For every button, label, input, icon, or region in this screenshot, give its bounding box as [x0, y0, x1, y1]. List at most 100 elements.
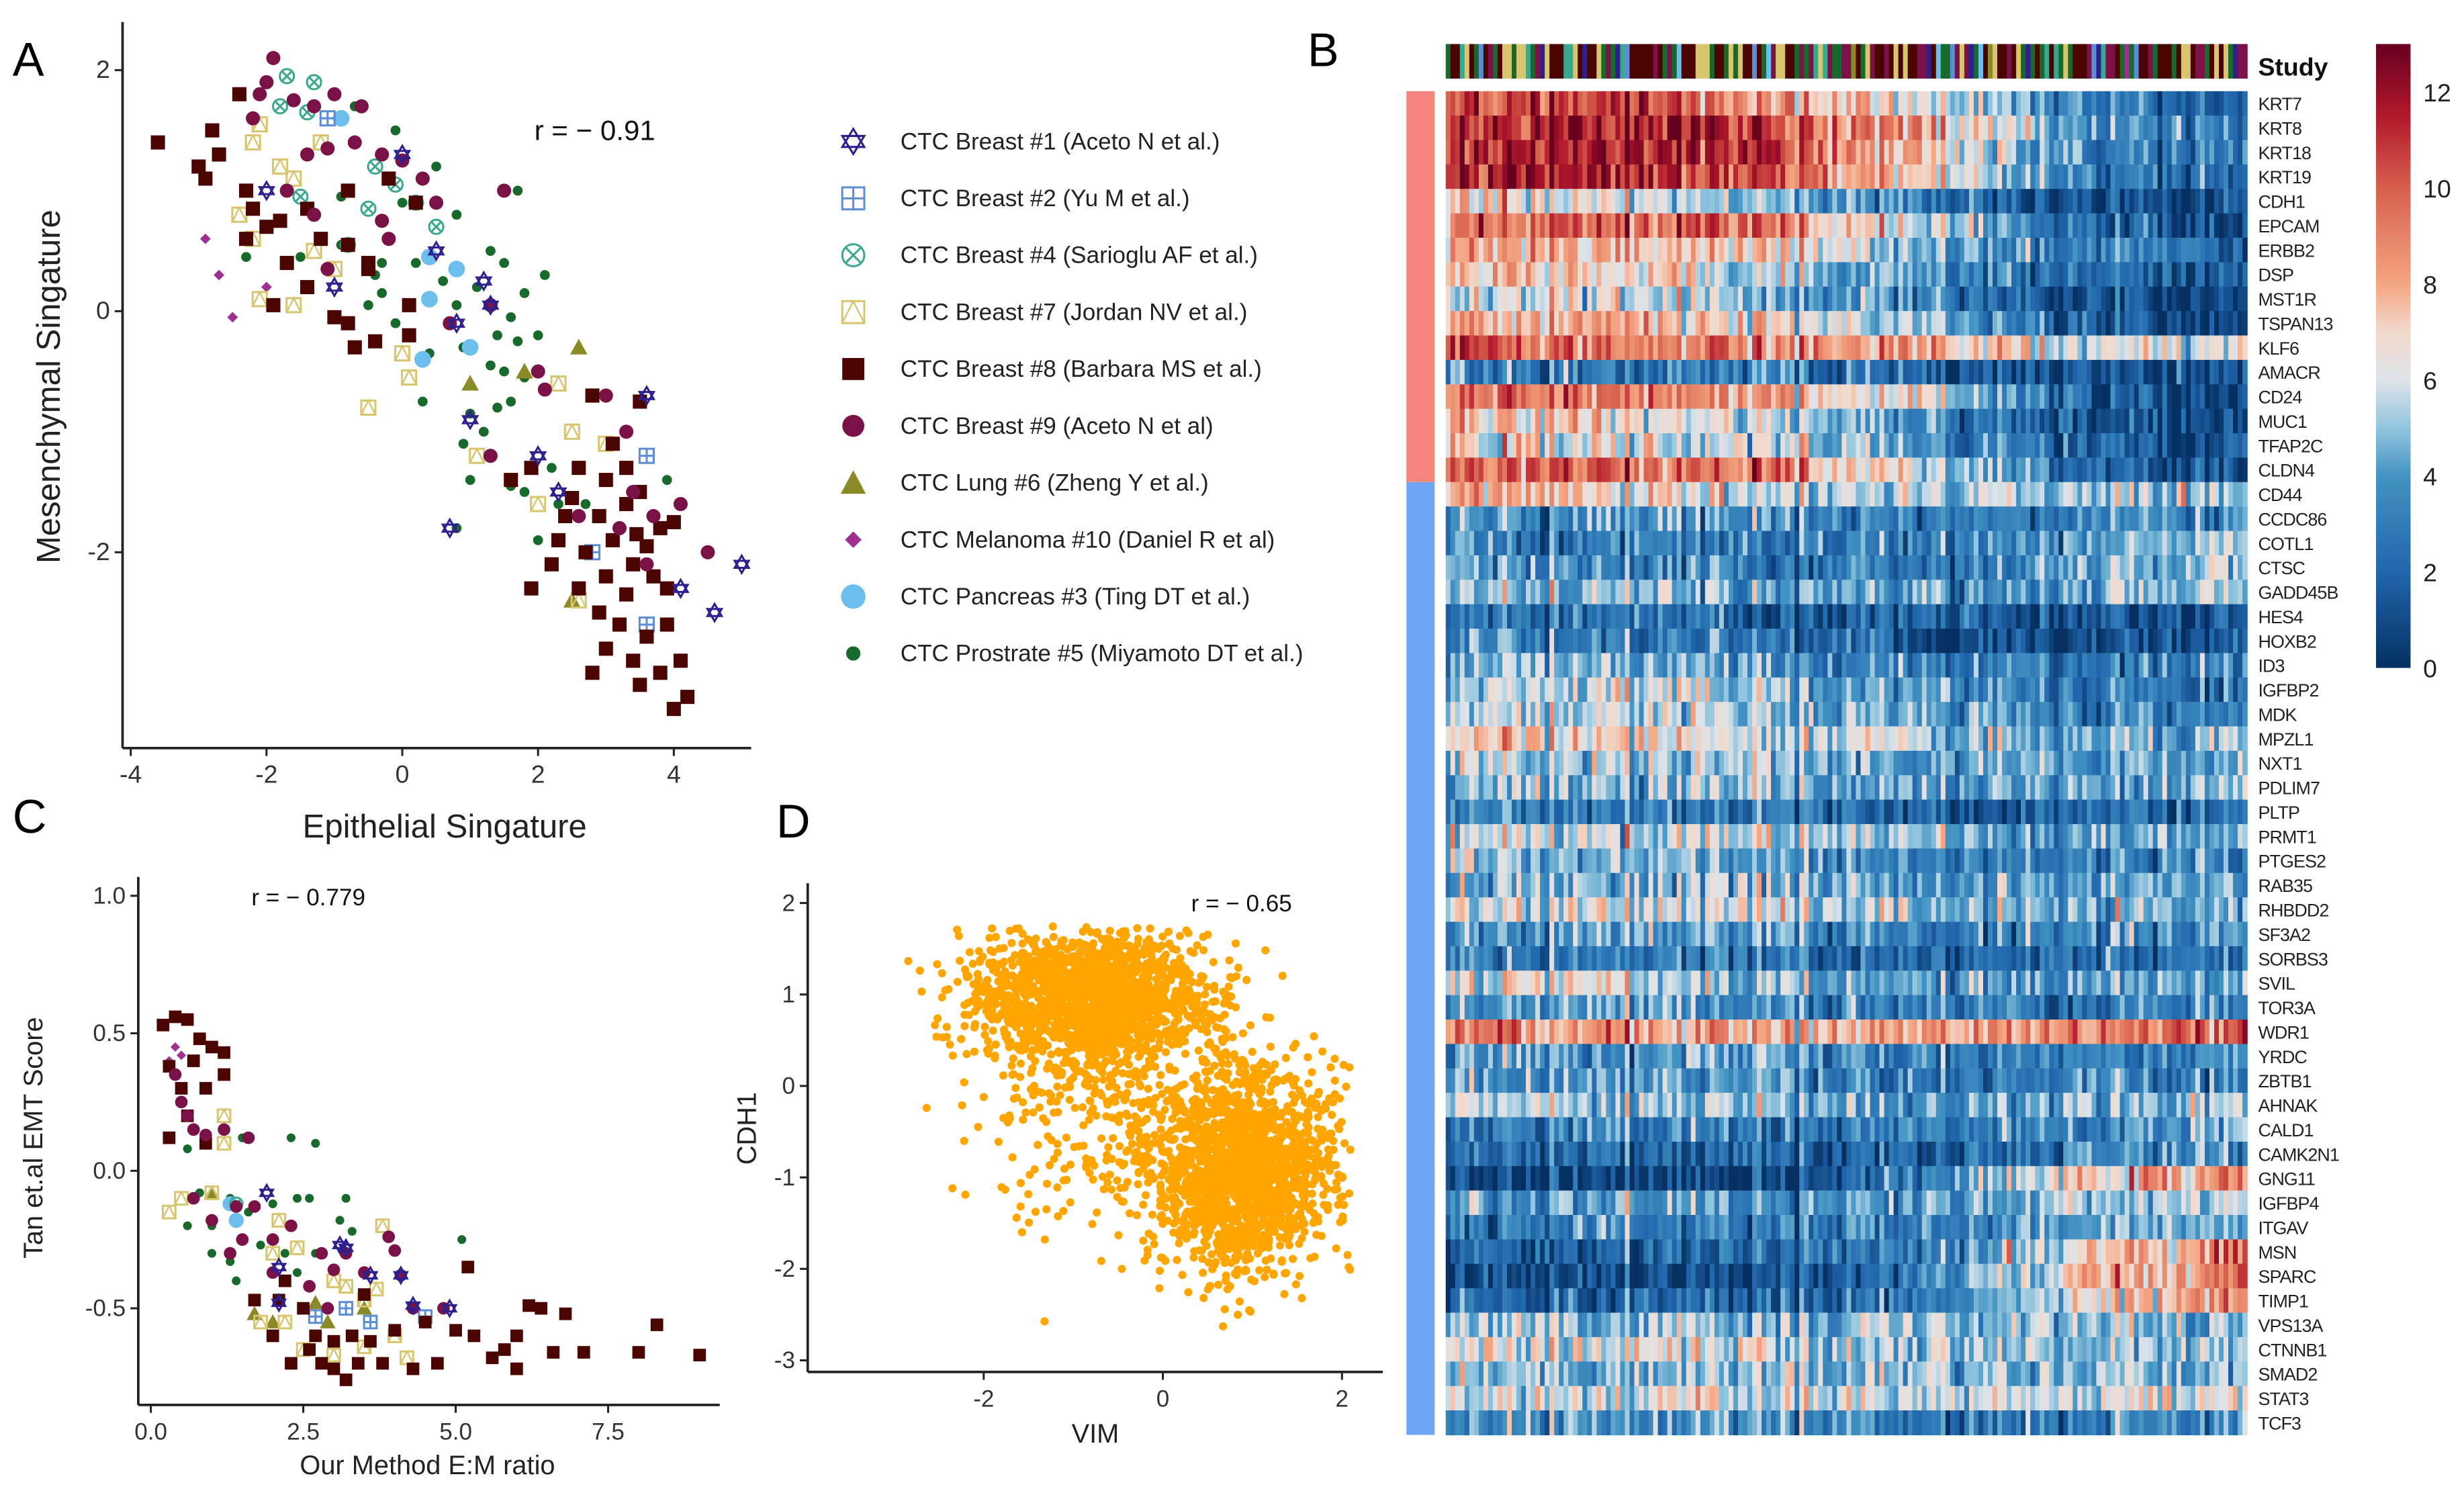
d-point — [1182, 926, 1191, 935]
a-point — [483, 449, 498, 463]
study-cell — [1752, 44, 1758, 79]
d-point — [1097, 1257, 1105, 1265]
heatmap-cell — [1790, 91, 1795, 116]
d-point — [1185, 1208, 1194, 1216]
a-point — [672, 578, 690, 600]
d-point — [1155, 1137, 1164, 1146]
d-point — [1294, 1201, 1303, 1210]
heatmap-cell — [2072, 91, 2079, 116]
d-point — [1261, 946, 1270, 954]
heatmap-cell — [1492, 91, 1498, 116]
heatmap-cell — [1856, 91, 1862, 116]
heatmap-cell — [2119, 140, 2126, 165]
d-point — [1016, 1029, 1025, 1038]
a-point — [499, 258, 510, 268]
heatmap-cell — [2025, 189, 2031, 214]
heatmap-cell — [2105, 91, 2111, 116]
heatmap-cell — [1667, 140, 1673, 165]
a-point — [408, 195, 423, 210]
heatmap-cell — [1874, 116, 1880, 141]
d-point — [1222, 1027, 1230, 1036]
heatmap-cell — [2021, 164, 2026, 189]
d-y-tick-label: -1 — [774, 1165, 795, 1191]
d-point — [1161, 1048, 1171, 1056]
a-point — [340, 238, 355, 253]
d-point — [1092, 1112, 1101, 1120]
heatmap-cell — [2101, 189, 2107, 214]
d-point — [1242, 1139, 1251, 1148]
d-point — [1208, 1265, 1217, 1273]
study-cell — [1549, 44, 1555, 79]
heatmap-cell — [2195, 140, 2201, 165]
a-point — [415, 171, 430, 186]
heatmap-cell — [2068, 189, 2074, 214]
d-point — [1053, 1082, 1062, 1091]
heatmap-cell — [1954, 91, 1960, 116]
heatmap-cell — [1737, 91, 1743, 116]
study-cell — [1776, 44, 1781, 79]
heatmap-cell — [1917, 189, 1923, 214]
d-point — [1083, 949, 1092, 958]
study-cell — [2119, 44, 2126, 79]
heatmap-cell — [1809, 91, 1814, 116]
d-point — [1200, 1237, 1209, 1246]
heatmap-cell — [1464, 116, 1470, 141]
heatmap-cell — [1997, 91, 2003, 116]
d-point — [1229, 1205, 1238, 1214]
c-point — [406, 1362, 420, 1375]
d-point — [1323, 1201, 1332, 1210]
c-point — [345, 1329, 359, 1343]
d-point — [1199, 1269, 1207, 1277]
heatmap-cell — [2218, 91, 2224, 116]
d-point — [1287, 1214, 1296, 1222]
heatmap-cell — [1993, 164, 1998, 189]
heatmap-cell — [1592, 116, 1598, 141]
heatmap-cell — [1469, 91, 1475, 116]
heatmap-cell — [1714, 91, 1720, 116]
heatmap-cell — [2228, 91, 2234, 116]
d-point — [1171, 1179, 1181, 1187]
d-point — [1081, 1069, 1089, 1078]
d-point — [1196, 1202, 1205, 1211]
heatmap-cell — [1832, 189, 1838, 214]
c-point — [268, 1199, 277, 1208]
d-point — [1112, 1083, 1121, 1092]
d-point — [1156, 967, 1165, 976]
study-cell — [1587, 44, 1593, 79]
study-cell — [2082, 44, 2088, 79]
d-point — [1244, 1077, 1253, 1086]
a-x-tick-label: 2 — [531, 760, 545, 788]
d-point — [1242, 976, 1251, 985]
heatmap-cell — [1931, 116, 1937, 141]
heatmap-cell — [1445, 140, 1451, 165]
heatmap-cell — [2077, 189, 2083, 214]
d-point — [994, 1138, 1003, 1146]
heatmap-cell — [1648, 91, 1654, 116]
a-point — [214, 269, 224, 281]
heatmap-cell — [1625, 91, 1631, 116]
d-point — [1144, 1062, 1154, 1071]
heatmap-cell — [2011, 116, 2017, 141]
c-point — [363, 1314, 378, 1330]
study-cell — [2233, 44, 2238, 79]
heatmap-cell — [1762, 189, 1767, 214]
a-point — [551, 533, 566, 547]
study-cell — [1592, 44, 1598, 79]
heatmap-cell — [1506, 116, 1512, 141]
d-x-tick-label: 2 — [1336, 1386, 1349, 1412]
heatmap-cell — [1747, 164, 1753, 189]
d-point — [1026, 1085, 1036, 1093]
d-point — [1156, 1032, 1165, 1040]
a-point — [421, 290, 438, 308]
d-point — [938, 1033, 948, 1042]
d-point — [1345, 1063, 1354, 1072]
heatmap-cell — [2148, 91, 2154, 116]
heatmap-cell — [1714, 140, 1720, 165]
heatmap-cell — [1973, 91, 1979, 116]
d-point — [1228, 1081, 1237, 1089]
heatmap-cell — [2152, 116, 2158, 141]
a-y-axis-title: Mesenchymal Singature — [31, 210, 67, 563]
study-cell — [1445, 44, 1451, 79]
a-point — [390, 125, 401, 136]
d-point — [1197, 1099, 1206, 1108]
